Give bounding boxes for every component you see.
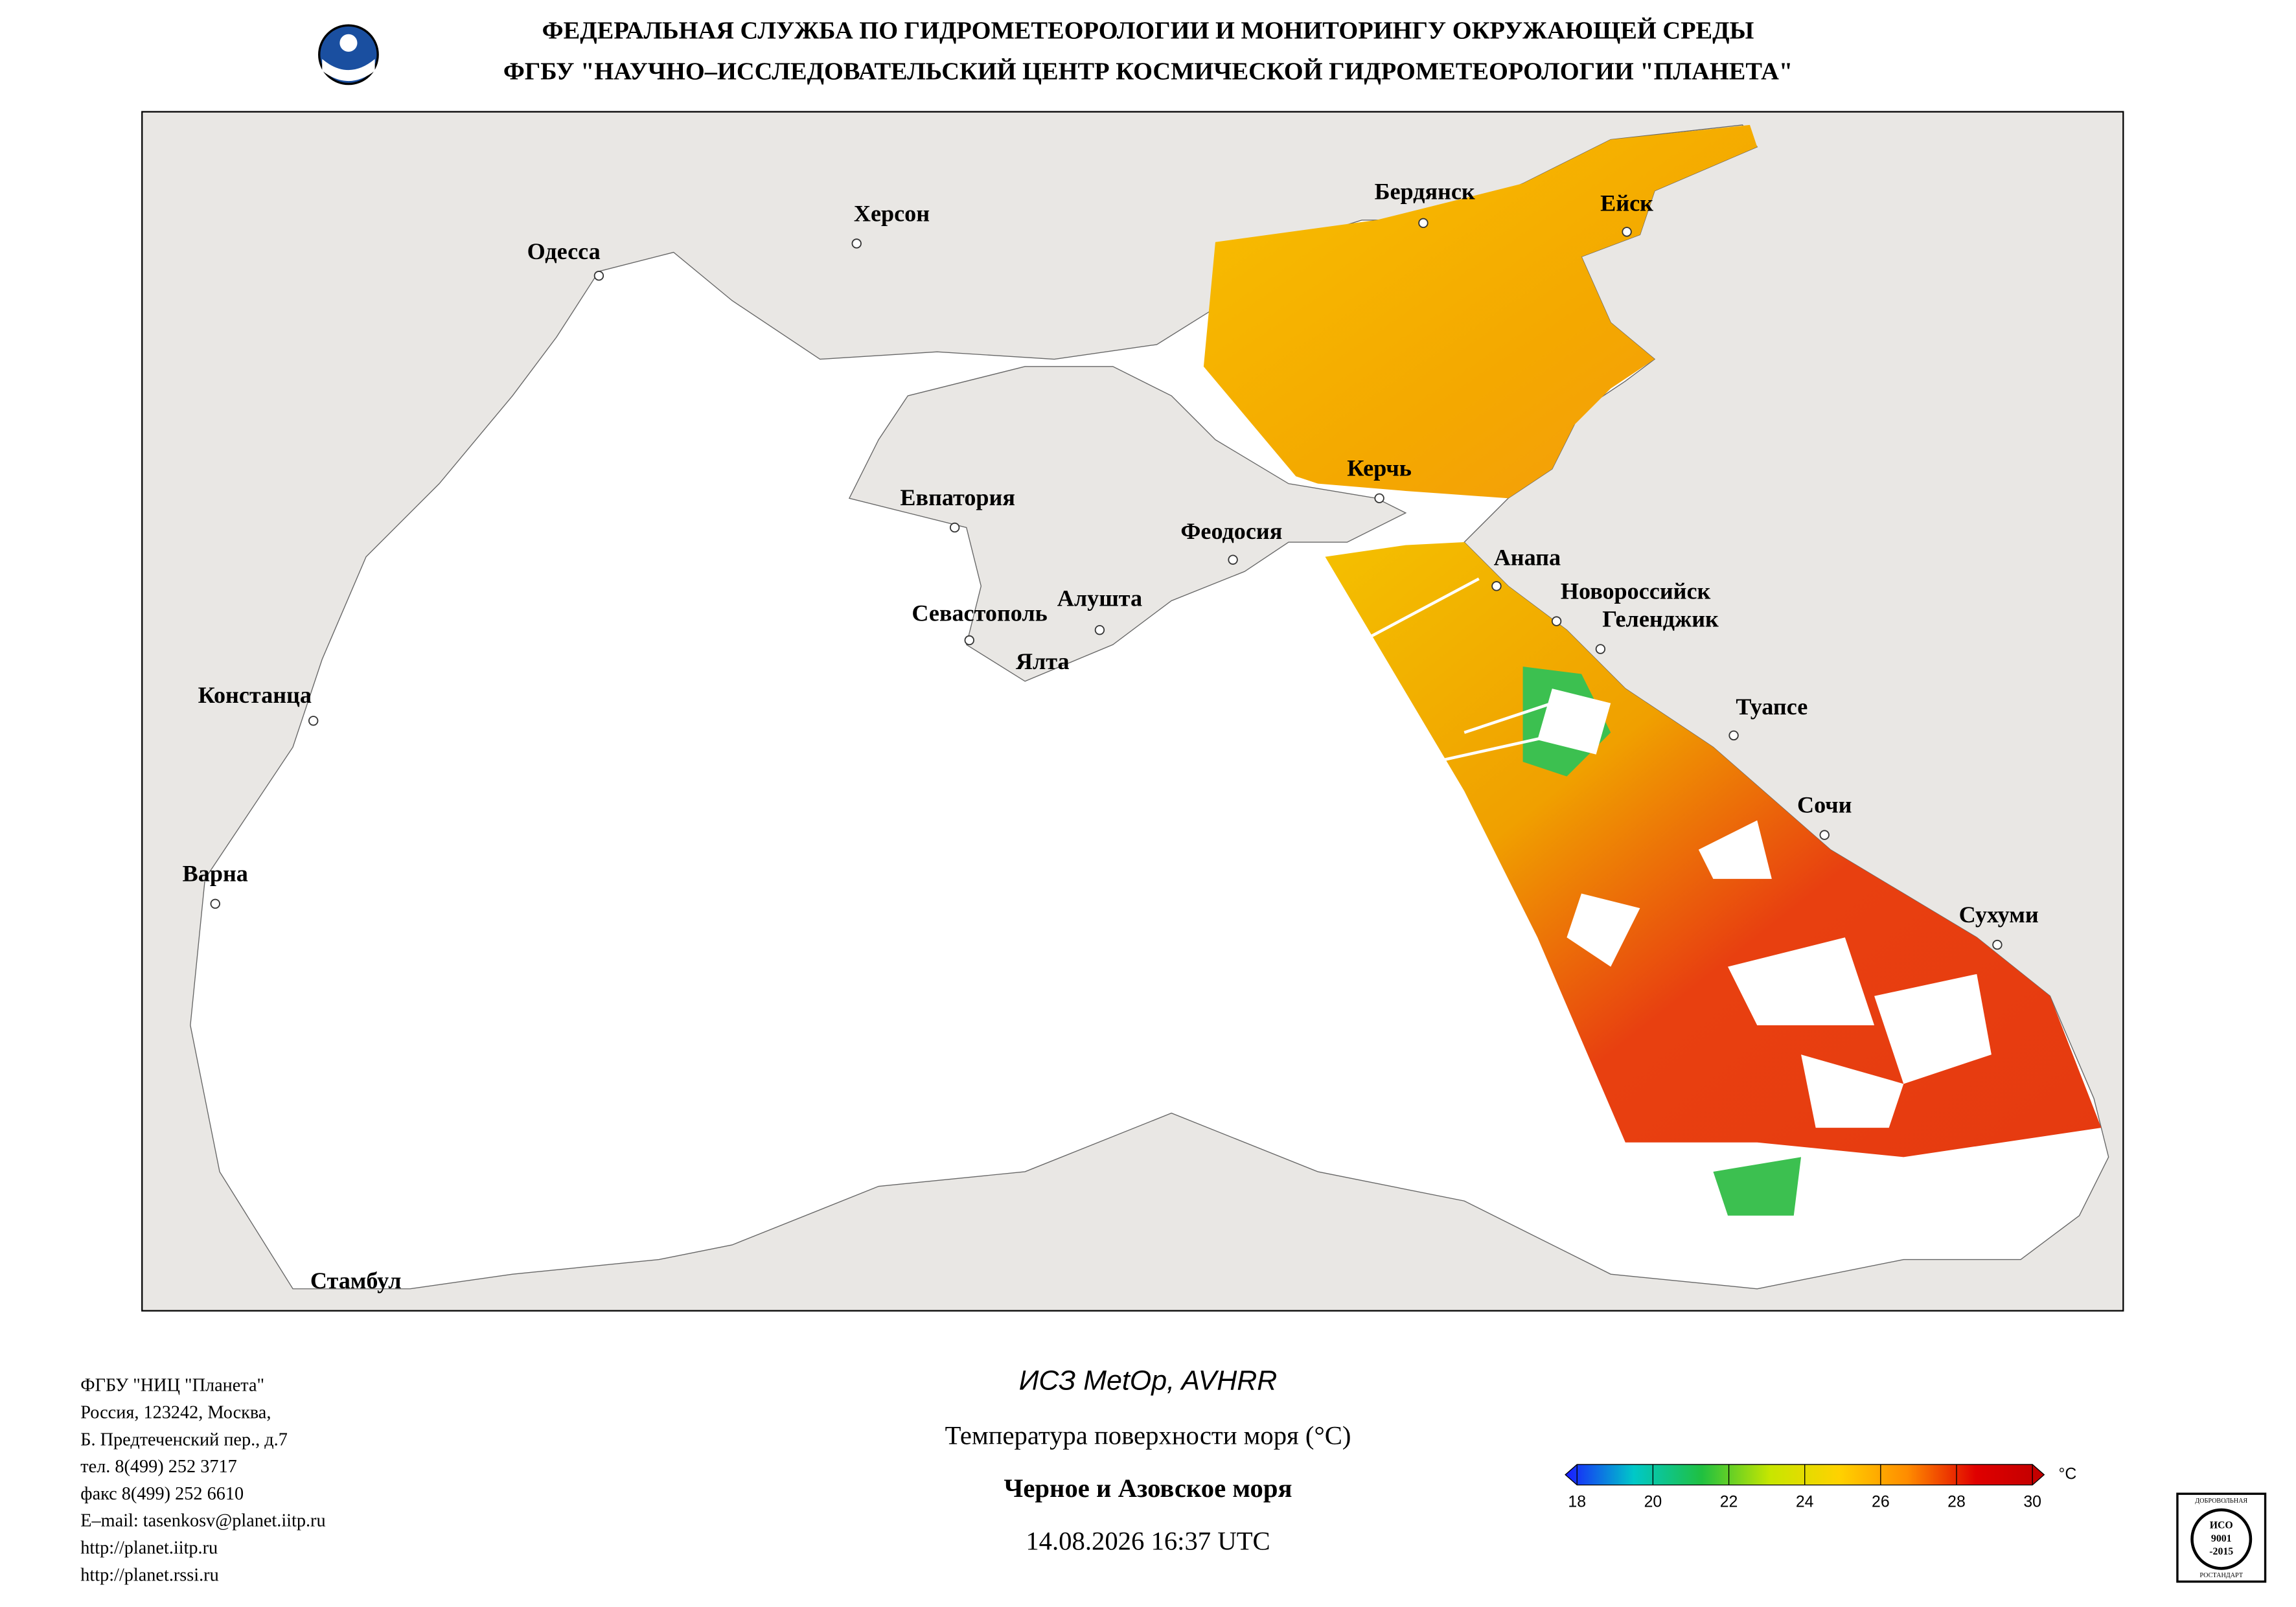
- badge-text: 9001: [2211, 1533, 2232, 1544]
- crimea: [848, 366, 1407, 682]
- city-label: Туапсе: [1736, 694, 1808, 720]
- colorbar-label: 28: [1947, 1492, 1966, 1510]
- city-label: Стамбул: [310, 1268, 402, 1294]
- city-dot: [1551, 616, 1562, 626]
- city-dot: [210, 898, 220, 909]
- city-dot: [1819, 830, 1830, 840]
- city-dot: [1094, 624, 1105, 635]
- satellite: ИСЗ MetOp, AVHRR: [1019, 1365, 1278, 1396]
- city-label: Ялта: [1016, 648, 1070, 674]
- swath-seam: [1368, 577, 1567, 764]
- contact-line: http://planet.iitp.ru: [80, 1538, 218, 1558]
- contact-line: E–mail: tasenkosv@planet.iitp.ru: [80, 1511, 325, 1531]
- contact-line: тел. 8(499) 252 3717: [80, 1457, 236, 1477]
- city-label: Сухуми: [1959, 902, 2039, 928]
- colorbar-label: 18: [1568, 1492, 1586, 1510]
- region: Черное и Азовское моря: [1004, 1474, 1292, 1503]
- badge-text: -2015: [2209, 1546, 2233, 1557]
- city-dot: [593, 271, 604, 281]
- city-dot: [1374, 493, 1384, 503]
- city-dot: [1622, 227, 1632, 237]
- city-dot: [964, 635, 974, 646]
- colorbar-label: 30: [2023, 1492, 2041, 1510]
- badge-text: ДОБРОВОЛЬНАЯ: [2195, 1498, 2247, 1505]
- city-dot: [1728, 730, 1739, 741]
- city-label: Алушта: [1057, 586, 1142, 611]
- city-label: Феодосия: [1180, 518, 1282, 544]
- sst-azov: [1203, 124, 1758, 499]
- city-label: Ейск: [1600, 190, 1653, 216]
- iso-badge: ДОБРОВОЛЬНАЯ ИСО 9001 -2015 РОСТАНДАРТ: [2176, 1492, 2267, 1583]
- city-label: Варна: [183, 861, 248, 887]
- cloud: [1537, 689, 1992, 1128]
- contact-line: http://planet.rssi.ru: [80, 1565, 218, 1585]
- city-dot: [1491, 581, 1502, 591]
- map: Одесса Херсон Бердянск Ейск Керчь Евпатория Фе…: [142, 111, 2124, 1311]
- city-label: Севастополь: [912, 600, 1047, 626]
- city-label: Евпатория: [900, 484, 1015, 510]
- product: Температура поверхности моря (°C): [945, 1421, 1351, 1450]
- city-label: Констанца: [198, 682, 312, 708]
- logo: [318, 24, 379, 85]
- colorbar-unit: °C: [2058, 1465, 2076, 1483]
- datetime: 14.08.2026 16:37 UTC: [1026, 1526, 1270, 1555]
- contact-line: факс 8(499) 252 6610: [80, 1484, 244, 1504]
- city-label: Херсон: [854, 200, 930, 226]
- map-frame: [141, 111, 2124, 1312]
- city-label: Новороссийск: [1561, 578, 1711, 604]
- city-dot: [1595, 644, 1606, 654]
- city-label: Одесса: [527, 238, 601, 264]
- contact-line: ФГБУ "НИЦ "Планета": [80, 1376, 264, 1396]
- contact-line: Россия, 123242, Москва,: [80, 1402, 271, 1422]
- city-label: Геленджик: [1602, 606, 1719, 632]
- city-label: Сочи: [1797, 792, 1852, 817]
- badge-text: РОСТАНДАРТ: [2199, 1572, 2243, 1579]
- contact-line: Б. Предтеченский пер., д.7: [80, 1430, 288, 1450]
- city-dot: [949, 522, 960, 533]
- city-dot: [308, 716, 319, 726]
- colorbar-label: 22: [1720, 1492, 1738, 1510]
- city-dot: [851, 238, 862, 249]
- city-label: Анапа: [1494, 544, 1561, 570]
- city-dot: [1418, 218, 1429, 229]
- colorbar-label: 26: [1872, 1492, 1890, 1510]
- header-line: ФГБУ "НАУЧНО–ИССЛЕДОВАТЕЛЬСКИЙ ЦЕНТР КОС…: [503, 58, 1793, 85]
- header-line: ФЕДЕРАЛЬНАЯ СЛУЖБА ПО ГИДРОМЕТЕОРОЛОГИИ …: [542, 17, 1754, 44]
- colorbar-label: 24: [1796, 1492, 1814, 1510]
- city-dot: [1992, 939, 2003, 950]
- city-dot: [1228, 554, 1238, 565]
- colorbar-label: 20: [1644, 1492, 1662, 1510]
- city-label: Керчь: [1347, 455, 1412, 481]
- badge-text: ИСО: [2210, 1520, 2233, 1531]
- city-label: Бердянск: [1375, 178, 1475, 204]
